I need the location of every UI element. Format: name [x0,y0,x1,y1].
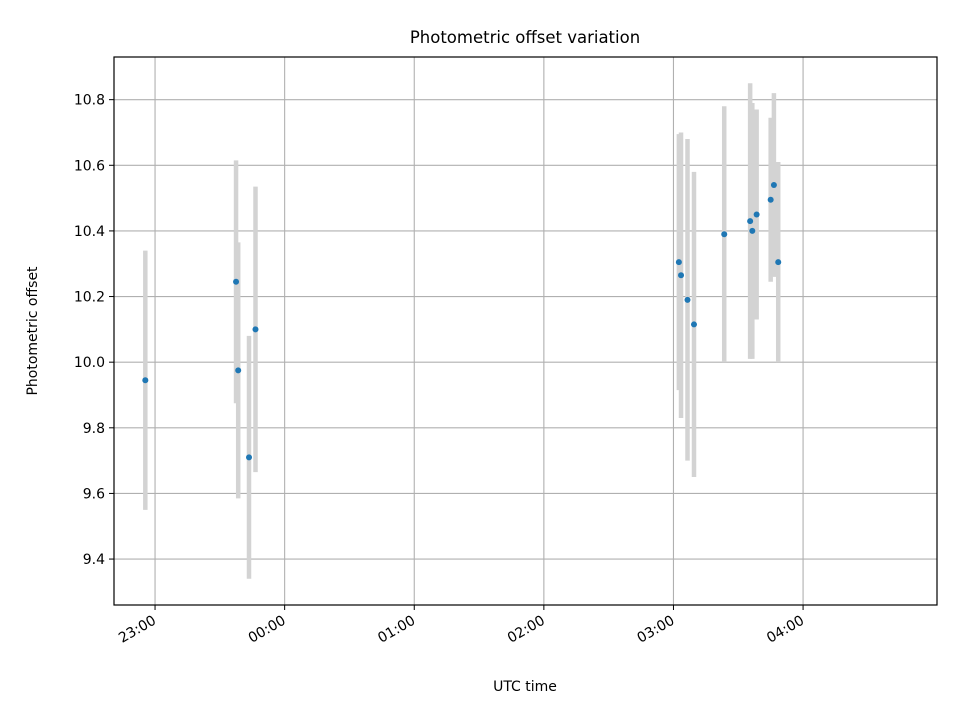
data-point [770,181,777,188]
data-point [678,272,685,279]
data-point [675,259,682,266]
y-tick-label: 10.0 [74,355,105,371]
data-point [252,326,259,333]
data-points [142,181,782,461]
x-axis-label: UTC time [493,679,557,695]
x-tick-label: 03:00 [635,613,678,647]
data-point [684,296,691,303]
x-tick-label: 02:00 [505,613,548,647]
error-bars [143,83,781,579]
data-point [747,218,754,225]
data-point [753,211,760,218]
y-tick-label: 9.6 [83,486,105,502]
data-point [233,278,240,285]
y-tick-label: 9.8 [83,421,105,437]
plot-area-frame [113,56,938,606]
x-tick-label: 01:00 [375,613,418,647]
grid-lines [114,57,937,605]
x-tick-label: 00:00 [246,613,289,647]
data-point [749,227,756,234]
axis-ticks: 23:00 00:00 01:00 02:00 03:00 04:00 9.4 9.6 9.8 1… [74,93,807,647]
y-tick-label: 10.4 [74,224,105,240]
data-point [767,196,774,203]
data-point [235,367,242,374]
y-tick-label: 9.4 [83,552,105,568]
data-point [775,259,782,266]
data-point [690,321,697,328]
x-tick-label: 04:00 [764,613,807,647]
y-tick-label: 10.6 [74,158,105,174]
data-point [721,231,728,238]
data-point [246,454,253,461]
chart-title: Photometric offset variation [410,28,640,47]
y-axis-label: Photometric offset [25,266,41,396]
x-tick-label: 23:00 [116,613,159,647]
y-tick-label: 10.8 [74,93,105,109]
data-point [142,377,149,384]
y-tick-label: 10.2 [74,290,105,306]
